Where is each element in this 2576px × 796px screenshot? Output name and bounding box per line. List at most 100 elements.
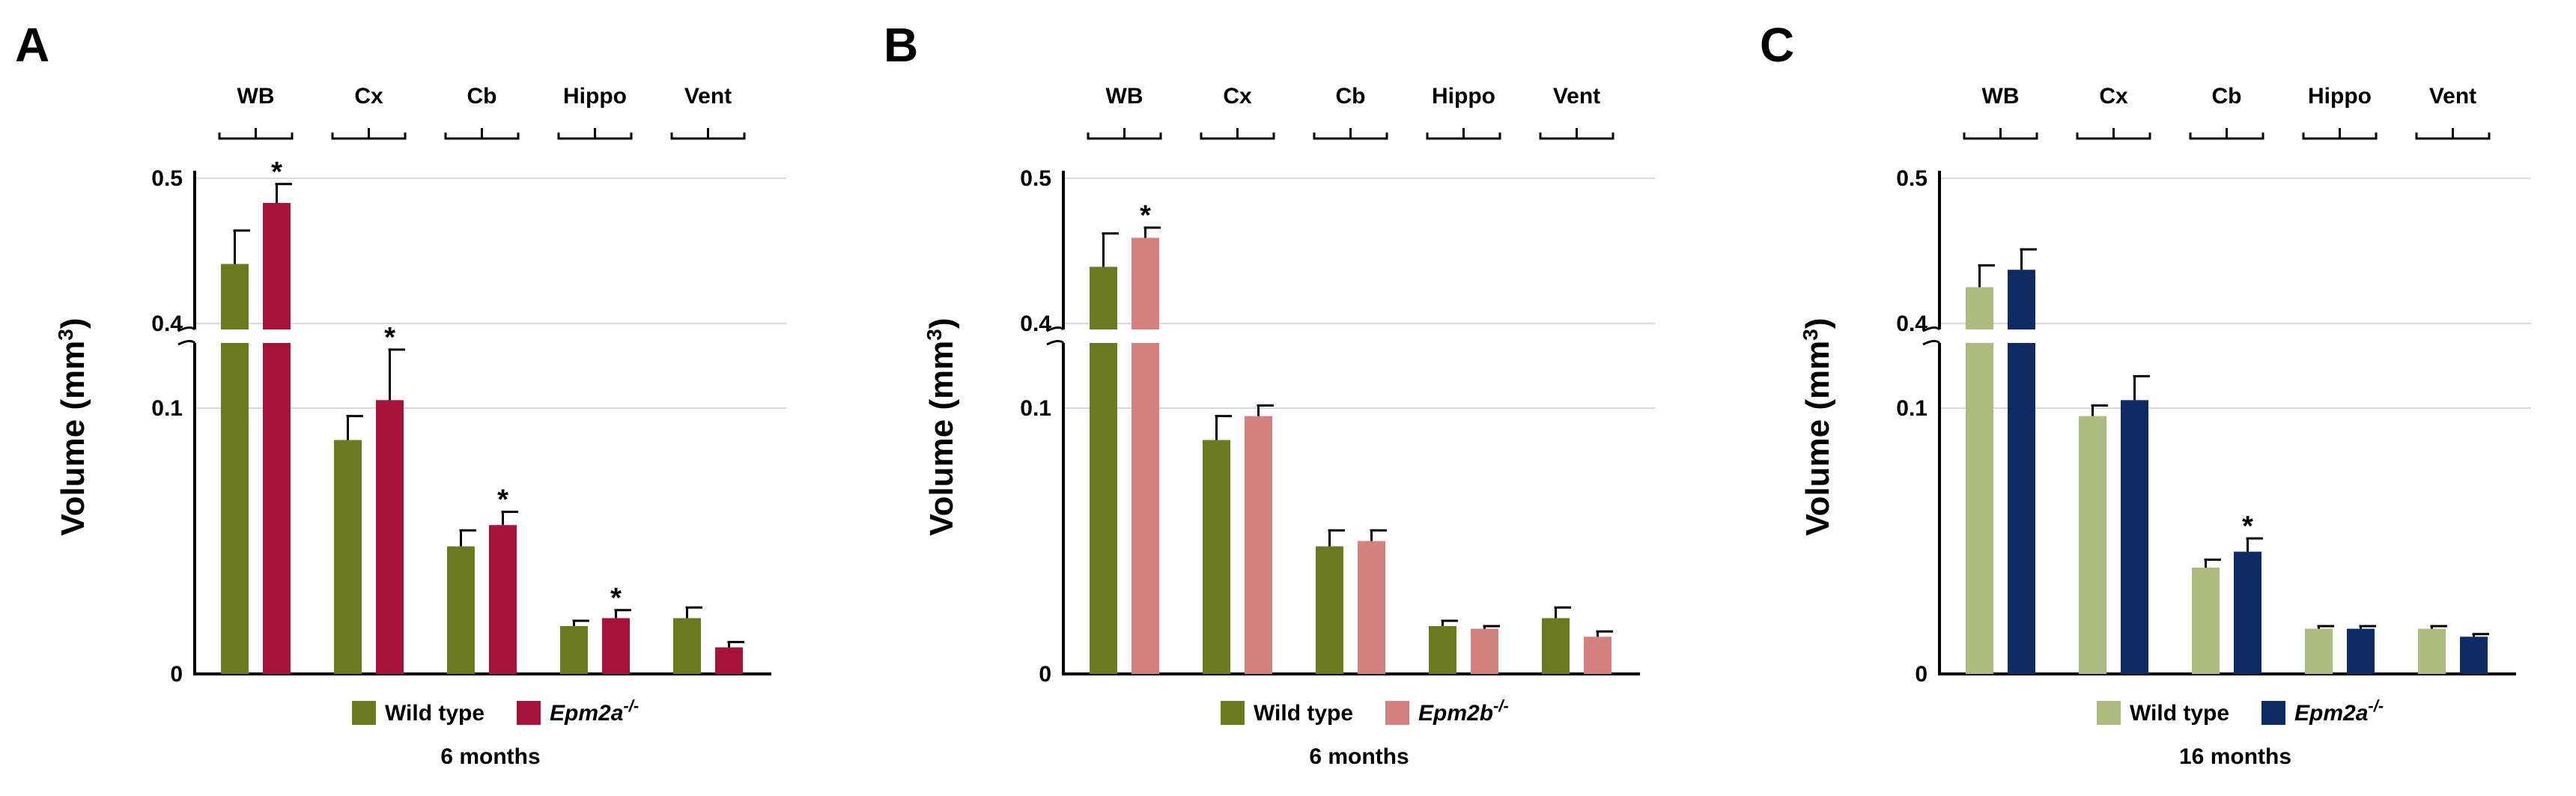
region-label-hippo: Hippo bbox=[2308, 84, 2372, 109]
bar bbox=[221, 264, 249, 329]
significance-star: * bbox=[2242, 511, 2253, 542]
significance-star: * bbox=[271, 157, 282, 188]
bar bbox=[447, 546, 475, 674]
region-bracket bbox=[1087, 128, 1162, 140]
legend-timepoint: 16 months bbox=[2179, 744, 2291, 769]
bar bbox=[334, 440, 362, 674]
legend-timepoint: 6 months bbox=[1309, 744, 1409, 769]
bar bbox=[715, 647, 743, 674]
y-tick-label: 0.4 bbox=[1896, 312, 1928, 336]
bar bbox=[1584, 637, 1611, 674]
region-label-wb: WB bbox=[237, 84, 275, 109]
legend-label-knockout: Epm2a-/- bbox=[550, 696, 639, 726]
bar bbox=[2008, 270, 2035, 329]
region-label-cx: Cx bbox=[354, 84, 383, 109]
bar bbox=[2008, 343, 2035, 674]
significance-star: * bbox=[497, 484, 508, 515]
y-tick-label: 0 bbox=[170, 662, 183, 687]
y-axis-title: Volume (mm3) bbox=[923, 318, 961, 535]
legend-swatch-knockout bbox=[517, 701, 541, 725]
bar bbox=[1131, 343, 1159, 674]
region-bracket bbox=[1313, 128, 1388, 140]
region-bracket bbox=[1426, 128, 1501, 140]
bar bbox=[602, 618, 630, 674]
significance-star: * bbox=[610, 583, 622, 614]
panel-letter: B bbox=[884, 18, 918, 72]
bar bbox=[1090, 267, 1117, 329]
y-tick-label: 0.5 bbox=[1896, 166, 1928, 191]
axis-break-mark bbox=[1922, 339, 1941, 346]
region-label-vent: Vent bbox=[2429, 84, 2476, 109]
region-label-cb: Cb bbox=[1336, 84, 1366, 109]
bar bbox=[560, 626, 588, 674]
region-bracket bbox=[2302, 128, 2378, 140]
legend-label-wild-type: Wild type bbox=[1254, 701, 1353, 726]
chart-panel-a: A 0.5 0.4 0.1 0 Volume (mm3) WB * Cx * Cb * Hippo * Ve… bbox=[15, 18, 786, 769]
region-label-wb: WB bbox=[1982, 84, 2020, 109]
legend-swatch-knockout bbox=[2261, 701, 2285, 725]
chart-panel-c: C 0.5 0.4 0.1 0 Volume (mm3) WB Cx Cb * Hippo Vent W… bbox=[1760, 18, 2531, 769]
region-bracket bbox=[1200, 128, 1275, 140]
bar bbox=[1471, 628, 1498, 674]
bar bbox=[263, 343, 291, 674]
axis-break-mark bbox=[177, 326, 196, 332]
region-bracket bbox=[331, 128, 407, 140]
y-tick-label: 0.4 bbox=[1020, 312, 1051, 336]
region-label-cx: Cx bbox=[1223, 84, 1252, 109]
legend-label-wild-type: Wild type bbox=[2130, 701, 2229, 726]
bar bbox=[2305, 628, 2333, 674]
region-bracket bbox=[2189, 128, 2264, 140]
bar bbox=[673, 618, 701, 674]
y-tick-label: 0.1 bbox=[1896, 396, 1928, 421]
panel-letter: A bbox=[15, 18, 49, 72]
legend-swatch-wild-type bbox=[1221, 701, 1245, 725]
bar bbox=[489, 525, 517, 674]
bar bbox=[1542, 618, 1570, 674]
bar bbox=[1316, 546, 1343, 674]
bar bbox=[2418, 628, 2446, 674]
bar bbox=[1131, 237, 1159, 329]
bar bbox=[1203, 440, 1230, 674]
axis-break-mark bbox=[1046, 339, 1065, 346]
bar bbox=[376, 400, 404, 674]
bar bbox=[1090, 343, 1117, 674]
region-label-cb: Cb bbox=[2212, 84, 2242, 109]
legend-label-knockout: Epm2b-/- bbox=[1418, 696, 1509, 726]
significance-star: * bbox=[1140, 200, 1151, 231]
region-label-hippo: Hippo bbox=[1432, 84, 1495, 109]
bar bbox=[263, 202, 291, 329]
legend-label-knockout: Epm2a-/- bbox=[2294, 696, 2384, 726]
legend-swatch-wild-type bbox=[2097, 701, 2121, 725]
region-bracket bbox=[218, 128, 294, 140]
axis-break-mark bbox=[1922, 326, 1941, 332]
y-tick-label: 0 bbox=[1039, 662, 1051, 687]
bar bbox=[2192, 568, 2220, 674]
region-bracket bbox=[2415, 128, 2491, 140]
y-axis-title: Volume (mm3) bbox=[1799, 318, 1837, 535]
region-label-wb: WB bbox=[1106, 84, 1143, 109]
chart-panel-b: B 0.5 0.4 0.1 0 Volume (mm3) WB * Cx Cb Hippo Vent W… bbox=[884, 18, 1655, 769]
bar bbox=[2460, 637, 2488, 674]
axis-break-mark bbox=[1046, 326, 1065, 332]
region-bracket bbox=[1539, 128, 1614, 140]
legend-timepoint: 6 months bbox=[440, 744, 540, 769]
region-label-vent: Vent bbox=[684, 84, 732, 109]
legend-swatch-knockout bbox=[1385, 701, 1409, 725]
bar bbox=[2347, 628, 2375, 674]
region-label-cb: Cb bbox=[467, 84, 497, 109]
region-bracket bbox=[2076, 128, 2151, 140]
y-tick-label: 0.4 bbox=[151, 312, 183, 336]
region-bracket bbox=[444, 128, 520, 140]
y-tick-label: 0.1 bbox=[1020, 396, 1051, 421]
region-label-cx: Cx bbox=[2099, 84, 2128, 109]
y-tick-label: 0.1 bbox=[151, 396, 183, 421]
region-label-hippo: Hippo bbox=[563, 84, 627, 109]
bar bbox=[1245, 416, 1272, 674]
bar bbox=[1966, 343, 1993, 674]
bar bbox=[1429, 626, 1456, 674]
y-axis-title: Volume (mm3) bbox=[54, 318, 92, 535]
bar bbox=[2079, 416, 2106, 674]
y-tick-label: 0 bbox=[1915, 662, 1928, 687]
bar bbox=[2234, 551, 2261, 674]
